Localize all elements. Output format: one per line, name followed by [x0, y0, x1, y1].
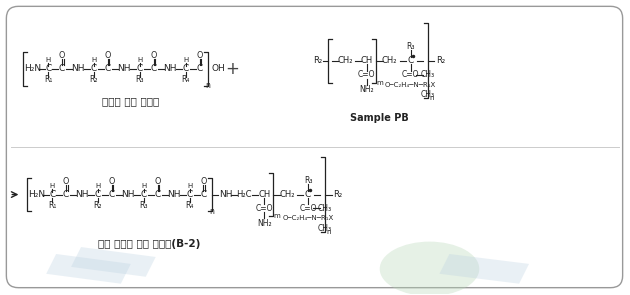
Text: CH: CH	[360, 56, 373, 65]
Text: C: C	[151, 64, 157, 73]
Text: H₂N: H₂N	[24, 64, 41, 73]
Text: O─C₂H₄─N─R₁X: O─C₂H₄─N─R₁X	[282, 215, 334, 221]
Text: O: O	[59, 51, 66, 60]
Text: R₁: R₁	[44, 75, 52, 84]
Text: CH: CH	[258, 190, 270, 199]
Text: H: H	[141, 183, 146, 189]
Text: n: n	[209, 207, 214, 216]
Text: C: C	[154, 190, 161, 199]
Text: NH: NH	[219, 190, 232, 199]
Text: CH₃: CH₃	[420, 70, 435, 79]
Text: R₂: R₂	[333, 190, 343, 199]
Text: m: m	[274, 213, 280, 219]
Text: NH₂: NH₂	[360, 85, 374, 94]
Text: R₁: R₁	[48, 201, 56, 210]
Text: C: C	[200, 190, 207, 199]
Text: n: n	[327, 229, 331, 235]
Text: Sample PB: Sample PB	[350, 113, 409, 123]
Text: R₂: R₂	[313, 56, 323, 65]
Text: R₂: R₂	[94, 201, 102, 210]
Text: CH₃: CH₃	[420, 90, 435, 99]
Text: 단백질 가수 분해물: 단백질 가수 분해물	[102, 96, 159, 106]
Text: C: C	[49, 190, 55, 199]
Text: CH₂: CH₂	[337, 56, 353, 65]
Text: O: O	[197, 51, 203, 60]
FancyBboxPatch shape	[6, 6, 622, 288]
Text: 변성 단백질 가수 분해물(B-2): 변성 단백질 가수 분해물(B-2)	[98, 239, 200, 249]
Text: C=O: C=O	[299, 204, 317, 213]
Text: O: O	[200, 177, 207, 186]
Text: H: H	[183, 57, 188, 63]
Text: O: O	[105, 51, 111, 60]
Text: C: C	[408, 56, 414, 65]
Text: R₂: R₂	[436, 56, 445, 65]
Text: C: C	[59, 64, 66, 73]
Text: H: H	[95, 183, 101, 189]
Text: m: m	[376, 80, 383, 86]
Text: C: C	[140, 190, 147, 199]
Text: R₃: R₃	[406, 42, 415, 51]
Text: H: H	[187, 183, 192, 189]
Text: NH: NH	[117, 64, 130, 73]
Polygon shape	[46, 254, 131, 284]
Text: H: H	[137, 57, 142, 63]
Text: NH₂: NH₂	[257, 219, 272, 228]
Text: C: C	[186, 190, 193, 199]
Text: C: C	[197, 64, 203, 73]
Text: n: n	[205, 81, 210, 90]
Text: H₂C: H₂C	[236, 190, 252, 199]
Text: C=O: C=O	[402, 70, 420, 79]
Text: R₃: R₃	[139, 201, 148, 210]
Polygon shape	[440, 254, 529, 284]
Text: n: n	[429, 96, 433, 101]
Text: C: C	[137, 64, 143, 73]
Text: R₄: R₄	[181, 75, 190, 84]
Polygon shape	[71, 247, 156, 277]
Text: R₄: R₄	[185, 201, 194, 210]
Text: O: O	[109, 177, 115, 186]
Text: O─C₂H₄─N─R₁X: O─C₂H₄─N─R₁X	[385, 82, 436, 88]
Text: NH: NH	[71, 64, 85, 73]
Text: NH: NH	[167, 190, 180, 199]
Ellipse shape	[380, 242, 479, 295]
Text: R₃: R₃	[135, 75, 144, 84]
Text: H: H	[45, 57, 51, 63]
Text: NH: NH	[121, 190, 135, 199]
Text: +: +	[226, 60, 239, 78]
Text: H: H	[50, 183, 55, 189]
Text: CH₃: CH₃	[318, 204, 332, 213]
Text: C: C	[105, 64, 111, 73]
Text: C: C	[95, 190, 101, 199]
Text: R₂: R₂	[89, 75, 98, 84]
Text: H₂N: H₂N	[28, 190, 45, 199]
Text: NH: NH	[163, 64, 176, 73]
Text: C: C	[183, 64, 189, 73]
Text: O: O	[63, 177, 69, 186]
Text: H: H	[91, 57, 96, 63]
Text: NH: NH	[75, 190, 89, 199]
Text: O: O	[151, 51, 157, 60]
Text: O: O	[154, 177, 161, 186]
Text: C: C	[305, 190, 311, 199]
Text: C=O: C=O	[256, 204, 273, 213]
Text: C: C	[63, 190, 69, 199]
Text: CH₃: CH₃	[318, 224, 332, 233]
Text: C: C	[45, 64, 51, 73]
Text: OH: OH	[212, 64, 226, 73]
Text: C: C	[109, 190, 115, 199]
Text: C=O: C=O	[358, 70, 375, 79]
Text: CH₂: CH₂	[279, 190, 295, 199]
Text: CH₂: CH₂	[382, 56, 398, 65]
Text: R₃: R₃	[304, 176, 312, 185]
Text: C: C	[91, 64, 97, 73]
